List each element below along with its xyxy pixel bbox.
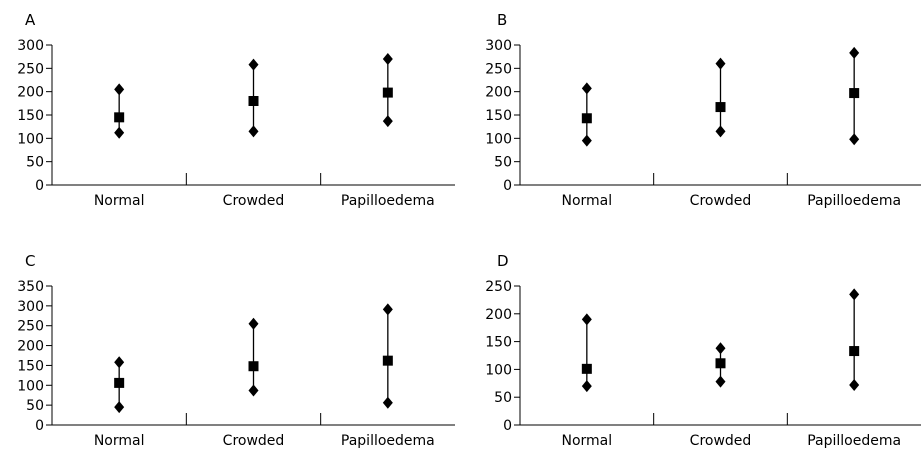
- diamond-point: [581, 134, 592, 147]
- y-tick-label: 250: [17, 61, 44, 77]
- y-tick-label: 50: [494, 390, 512, 406]
- y-tick-label: 100: [17, 378, 44, 394]
- chart-panel-b: B 0 50 100 150 200 250 300 Normal Crowded Papilloe…: [485, 11, 921, 209]
- x-tick-label: Crowded: [690, 433, 752, 449]
- square-point: [382, 87, 393, 98]
- y-tick-label: 150: [17, 358, 44, 374]
- diamond-point: [849, 133, 860, 146]
- x-tick-label: Crowded: [223, 193, 285, 209]
- diamond-point: [248, 58, 259, 71]
- y-tick-label: 300: [485, 38, 512, 54]
- chart-panel-d: D 0 50 100 150 200 250 Normal Crowded Papilloedem…: [485, 252, 921, 449]
- y-tick-label: 0: [503, 418, 512, 434]
- y-tick-label: 0: [35, 178, 44, 194]
- square-point: [382, 355, 393, 366]
- y-tick-label: 350: [17, 279, 44, 295]
- y-tick-label: 200: [485, 85, 512, 101]
- y-tick-label: 150: [485, 108, 512, 124]
- chart-panel-a: A 0 50 100 150 200 250 300 Normal Crowded Papilloe…: [17, 11, 455, 209]
- diamond-point: [581, 380, 592, 393]
- square-point: [114, 112, 125, 123]
- diamond-point: [581, 82, 592, 95]
- diamond-point: [382, 53, 393, 65]
- y-tick-label: 100: [17, 131, 44, 147]
- y-tick-label: 250: [485, 61, 512, 77]
- diamond-point: [715, 375, 726, 388]
- y-tick-label: 100: [485, 131, 512, 147]
- chart-panel-c: C 0 50 100 150 200 250 300 350 Normal Crowded Papil…: [17, 252, 455, 449]
- x-tick-label: Normal: [562, 433, 613, 449]
- y-tick-label: 0: [35, 418, 44, 434]
- y-tick-label: 250: [17, 319, 44, 335]
- y-tick-label: 100: [485, 362, 512, 378]
- diamond-point: [114, 356, 125, 369]
- y-tick-label: 50: [494, 155, 512, 171]
- panel-letter: D: [497, 252, 509, 270]
- diamond-point: [382, 115, 393, 128]
- y-tick-label: 150: [485, 335, 512, 351]
- diamond-point: [849, 378, 860, 391]
- x-tick-label: Papilloedema: [341, 433, 435, 449]
- panel-letter: C: [25, 252, 35, 270]
- diamond-point: [715, 342, 726, 355]
- square-point: [849, 346, 860, 357]
- panel-letter: A: [25, 11, 36, 29]
- y-tick-label: 200: [17, 339, 44, 355]
- diamond-point: [715, 57, 726, 70]
- square-point: [114, 377, 125, 388]
- y-tick-label: 150: [17, 108, 44, 124]
- diamond-point: [581, 313, 592, 326]
- square-point: [715, 102, 726, 113]
- x-tick-label: Normal: [94, 193, 145, 209]
- y-tick-label: 50: [26, 155, 44, 171]
- square-point: [248, 361, 259, 372]
- x-tick-label: Papilloedema: [807, 433, 901, 449]
- diamond-point: [382, 396, 393, 409]
- y-tick-label: 300: [17, 38, 44, 54]
- diamond-point: [849, 288, 860, 301]
- square-point: [581, 113, 592, 124]
- x-tick-label: Papilloedema: [807, 193, 901, 209]
- diamond-point: [382, 303, 393, 316]
- diamond-point: [248, 125, 259, 138]
- diamond-point: [849, 46, 860, 59]
- x-tick-label: Normal: [562, 193, 613, 209]
- square-point: [849, 88, 860, 99]
- diamond-point: [248, 384, 259, 397]
- x-tick-label: Crowded: [690, 193, 752, 209]
- y-tick-label: 250: [485, 279, 512, 295]
- diamond-point: [248, 317, 259, 330]
- y-tick-label: 0: [503, 178, 512, 194]
- diamond-point: [114, 126, 125, 139]
- x-tick-label: Normal: [94, 433, 145, 449]
- y-tick-label: 300: [17, 299, 44, 315]
- square-point: [248, 96, 259, 106]
- square-point: [715, 358, 726, 369]
- diamond-point: [715, 125, 726, 138]
- y-tick-label: 200: [485, 307, 512, 323]
- x-tick-label: Papilloedema: [341, 193, 435, 209]
- y-tick-label: 50: [26, 398, 44, 414]
- diamond-point: [114, 83, 125, 96]
- diamond-point: [114, 401, 125, 414]
- panel-letter: B: [497, 11, 507, 29]
- y-tick-label: 200: [17, 85, 44, 101]
- x-tick-label: Crowded: [223, 433, 285, 449]
- square-point: [581, 363, 592, 374]
